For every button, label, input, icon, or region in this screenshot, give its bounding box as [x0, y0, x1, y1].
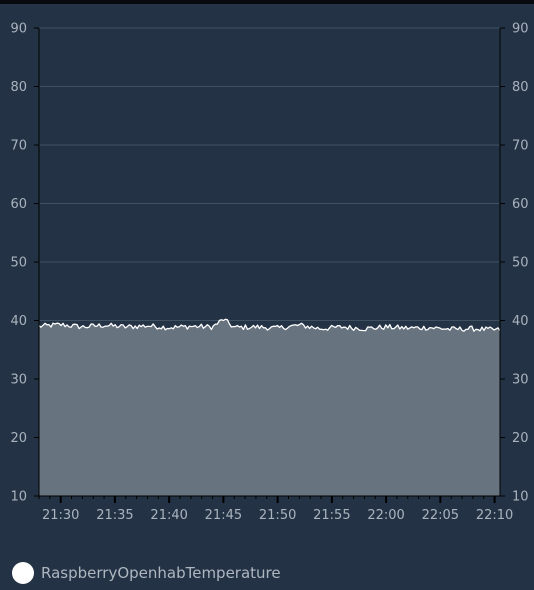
- y-tick-label-left: 90: [10, 22, 27, 37]
- series-area: [39, 319, 500, 496]
- y-tick-label-left: 50: [10, 256, 27, 271]
- y-tick-label-right: 80: [512, 80, 529, 95]
- x-tick-label: 21:50: [259, 508, 296, 523]
- series-line: [38, 318, 501, 332]
- y-tick-label-left: 30: [10, 373, 27, 388]
- legend-swatch[interactable]: [12, 562, 34, 584]
- y-tick-label-left: 40: [10, 314, 27, 329]
- area-layer: [38, 318, 501, 496]
- x-tick-label: 22:05: [422, 508, 459, 523]
- legend[interactable]: RaspberryOpenhabTemperature: [12, 562, 281, 584]
- y-tick-label-left: 20: [10, 431, 27, 446]
- x-tick-label: 21:40: [150, 508, 187, 523]
- y-tick-label-right: 90: [512, 22, 529, 37]
- x-tick-label: 21:30: [42, 508, 79, 523]
- y-tick-label-right: 10: [512, 490, 529, 505]
- x-tick-label: 21:55: [313, 508, 350, 523]
- x-tick-label: 22:10: [476, 508, 513, 523]
- y-tick-label-left: 80: [10, 80, 27, 95]
- x-tick-label: 22:00: [367, 508, 404, 523]
- y-tick-label-right: 70: [512, 139, 529, 154]
- top-bar: [0, 0, 534, 4]
- x-axis: 21:30 21:35 21:40 21:45 21:50 21:55 22:00 22:05…: [38, 496, 513, 523]
- y-tick-label-left: 70: [10, 139, 27, 154]
- y-tick-label-left: 60: [10, 197, 27, 212]
- y-tick-label-right: 30: [512, 373, 529, 388]
- x-tick-label: 21:45: [205, 508, 242, 523]
- y-tick-label-right: 60: [512, 197, 529, 212]
- y-tick-label-right: 40: [512, 314, 529, 329]
- y-tick-label-right: 20: [512, 431, 529, 446]
- x-tick-label: 21:35: [96, 508, 133, 523]
- y-tick-label-right: 50: [512, 256, 529, 271]
- y-axis-right: 10 20 30 40 50 60 70 80 90: [500, 22, 529, 505]
- y-tick-label-left: 10: [10, 490, 27, 505]
- y-axis-left: 10 20 30 40 50 60 70 80 90: [10, 22, 39, 505]
- legend-label: RaspberryOpenhabTemperature: [41, 564, 281, 582]
